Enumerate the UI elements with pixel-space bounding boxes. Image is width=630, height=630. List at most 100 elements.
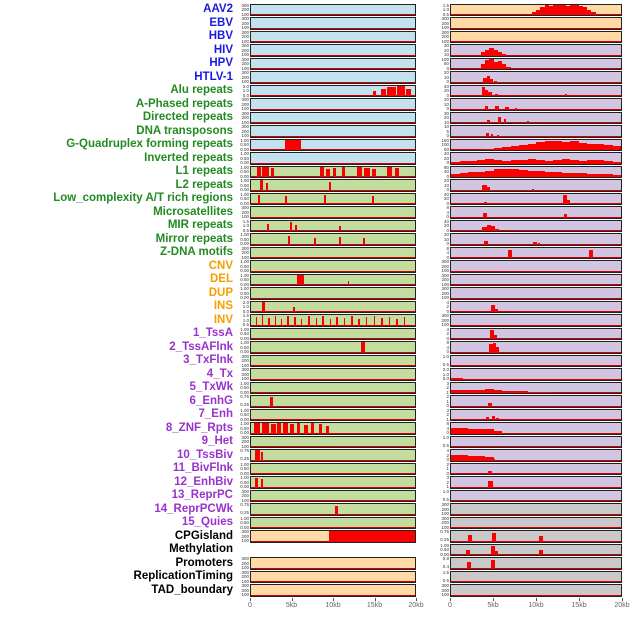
data-bar [459,428,468,434]
data-bar [488,92,492,96]
data-bar [489,48,494,56]
column-gap [416,279,438,280]
data-bar [310,423,315,434]
data-bar [269,397,274,407]
track-panel-left [250,57,416,70]
y-tick-label: 300 [441,515,449,521]
y-tick-label: 100 [241,38,249,44]
zero-baseline [451,540,621,542]
y-tick-label: 0.50 [240,263,249,269]
y-axis-ticks-right: 40 20 0 [438,192,450,205]
y-tick-label: 0.5 [442,361,449,367]
y-tick-label: 100 [241,119,249,125]
y-axis-ticks-left: 1.00 0.50 0.00 [238,421,250,435]
data-bar [476,159,485,164]
track-row: HBV 300 200 100 300 200 100 [0,30,630,44]
data-bar [335,505,338,515]
data-bar [502,53,507,56]
zero-baseline [451,189,621,191]
track-row: DEL 1.00 0.50 0.00 300 200 100 [0,273,630,287]
data-bar [328,181,332,191]
y-tick-label: 30 [443,110,449,116]
y-tick-label: 1.5 [442,2,449,8]
y-tick-label: 200 [241,74,249,80]
zero-baseline [251,95,415,96]
data-bar [373,91,376,96]
x-tick-label: 5kb [285,602,298,609]
data-bar [493,80,497,83]
y-axis-ticks-left: 1.00 0.50 0.00 [238,340,250,353]
y-tick-label: 3 [446,380,449,386]
y-tick-label: 0.00 [240,295,249,300]
track-panel-left [250,368,416,381]
y-tick-label: 1.00 [240,178,249,183]
track-panel-left [250,98,416,111]
data-bar [277,423,282,434]
y-tick-label: 0 [446,160,449,165]
data-bar [396,319,398,326]
y-tick-label: 1.00 [240,326,249,332]
zero-baseline [251,567,415,569]
track-panel-left [250,327,416,340]
y-tick-label: 8 [446,205,449,210]
track-panel-left [250,354,416,367]
x-tick-mark [333,598,334,601]
zero-baseline [251,284,415,285]
zero-baseline [251,378,415,380]
data-bar [405,89,411,96]
track-row: 9_Het 300 200 100 1.0 0.5 [0,435,630,449]
track-row: Promoters 300 200 100 0.8 0.4 [0,556,630,571]
track-panel-left [250,233,416,246]
y-axis-ticks-right: 1.0 0.5 [438,354,450,368]
y-axis-ticks-right: 1.0 0.5 [438,489,450,503]
y-axis-ticks-right: 40 20 0 [438,219,450,232]
data-bar [326,168,330,177]
y-tick-label: 100 [241,65,249,71]
y-axis-ticks-right: 30 20 10 [438,110,450,124]
data-bar [485,49,490,56]
track-row: 11_BivFlnk 1.00 0.50 0.00 2 1 0 [0,462,630,476]
data-bar [510,145,519,150]
column-gap [416,549,438,550]
y-tick-label: 0.00 [240,430,249,435]
y-tick-label: 0 [446,403,449,408]
y-tick-label: 4 [446,209,449,215]
zero-baseline [251,486,415,488]
data-bar [564,214,568,218]
data-bar [495,308,498,312]
y-axis-ticks-right: 40 20 0 [438,151,450,165]
y-tick-label: 100 [441,511,449,516]
track-panel-right [450,543,622,556]
y-tick-label: 200 [441,263,449,269]
y-tick-label: 0.0 [242,92,249,98]
track-panel-left [250,152,416,165]
genome-feature-tracks-figure: AAV2 300 200 100 1.5 1.0 0.5 EBV 300 200 100 300 200… [0,2,630,609]
data-bar [519,391,528,393]
y-tick-label: 2 [446,479,449,485]
track-row: 5_TxWk 1.00 0.50 0.00 3 2 1 [0,381,630,395]
track-panel-right [450,570,622,583]
track-panel-right [450,233,622,246]
column-gap [416,522,438,523]
y-tick-label: 1 [446,416,449,422]
data-bar [261,423,270,434]
track-label: 4_Tx [206,367,233,380]
data-bar [485,90,489,96]
track-row: HIV 300 200 100 30 20 10 [0,43,630,58]
y-axis-ticks-left: 1.00 0.50 0.00 [238,475,250,488]
track-panel-right [450,314,622,327]
data-bar [351,316,353,326]
data-bar [502,94,506,96]
data-bar [582,7,587,15]
y-axis-ticks-right: 1.00 0.50 0.00 [438,543,450,556]
data-bar [486,76,491,83]
track-panel-right [450,449,622,462]
y-tick-label: 300 [241,43,249,48]
track-panel-left [250,165,416,178]
y-tick-label: 200 [441,506,449,512]
y-axis-ticks-left: 300 200 100 [238,3,250,16]
data-bar [497,60,502,69]
y-axis-ticks-left: 300 200 100 [238,246,250,259]
y-tick-label: 0.50 [240,344,249,350]
track-label: MIR repeats [167,219,233,231]
